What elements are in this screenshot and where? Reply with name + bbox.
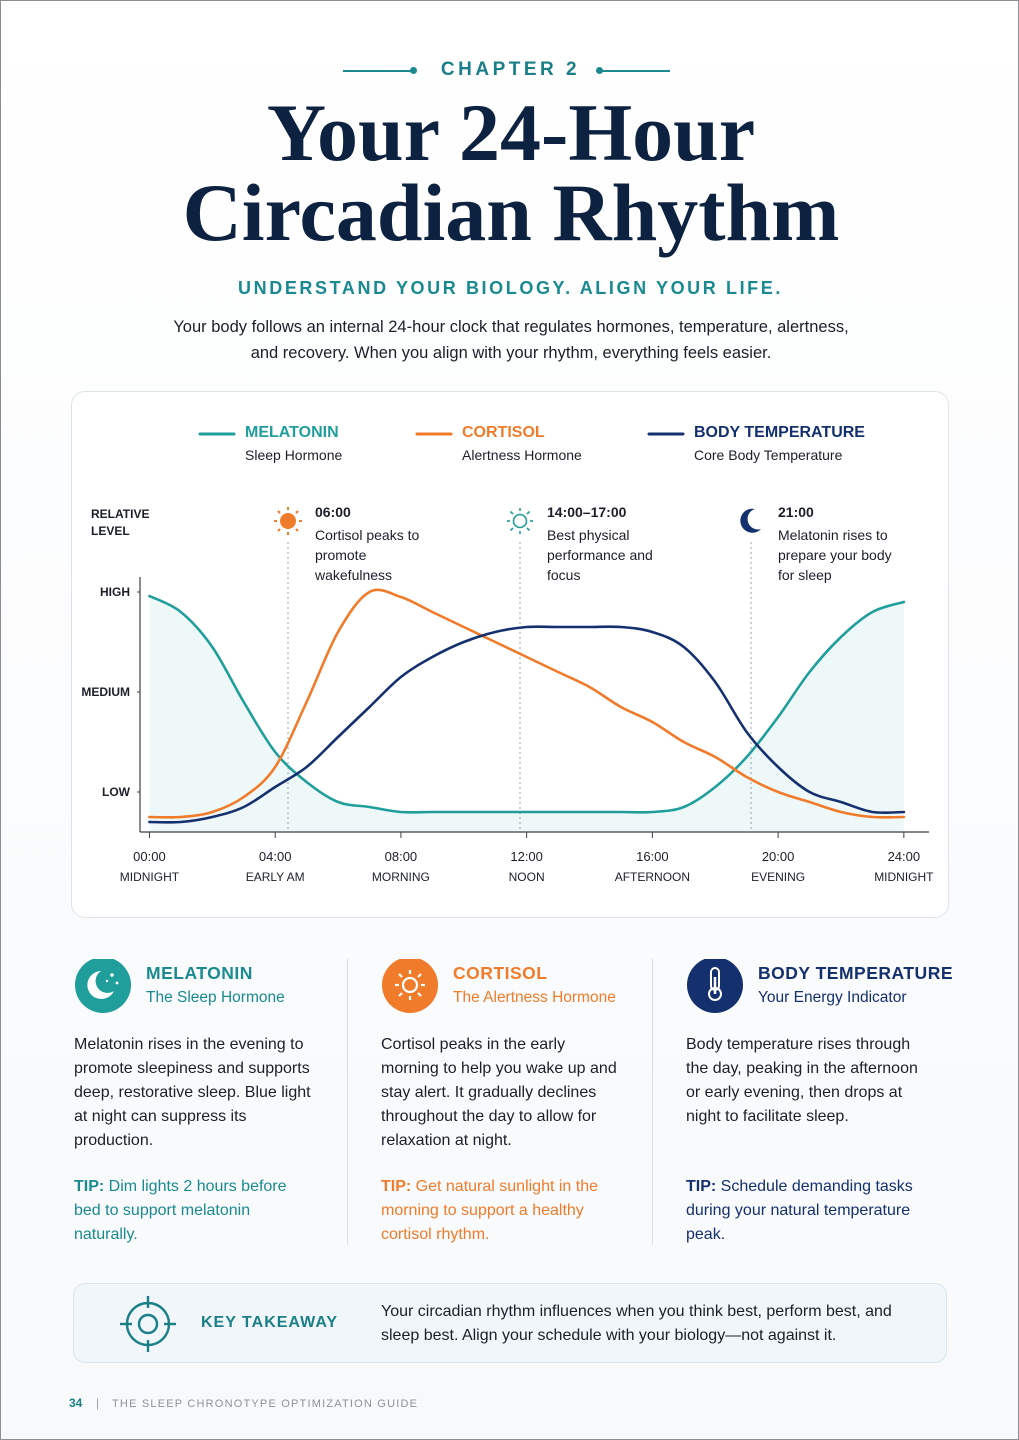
card-body: Cortisol peaks in the early morning to h… <box>381 1036 617 1149</box>
sun-icon <box>274 507 302 535</box>
card-tip: TIP: Schedule demanding tasks during you… <box>686 1175 921 1247</box>
divider <box>347 959 348 1245</box>
chart: LOW MEDIUM HIGH 00:00 MIDNIGHT 04:00 EARLY AM 0… <box>81 432 934 884</box>
chart-card: LOW MEDIUM HIGH 00:00 MIDNIGHT 04:00 EARLY AM 0… <box>71 391 949 918</box>
sun-badge <box>382 959 438 1013</box>
x-tick-label: 04:00 <box>259 849 292 864</box>
moon-badge <box>75 959 131 1013</box>
annotation-text: Cortisol peaks to promote wakefulness <box>315 527 420 583</box>
legend-name: MELATONIN <box>245 424 339 441</box>
card-subtitle: Your Energy Indicator <box>758 989 907 1006</box>
annotation-time: 14:00–17:00 <box>547 504 627 520</box>
legend-subtitle: Alertness Hormone <box>462 447 582 463</box>
target-icon <box>120 1296 176 1352</box>
rule <box>598 70 670 72</box>
legend-entry: BODY TEMPERATURE Core Body Temperature <box>694 424 865 463</box>
tip-label: TIP: <box>686 1178 717 1195</box>
tip-text: Schedule demanding tasks during your nat… <box>686 1178 913 1243</box>
annotation-icons <box>274 507 761 535</box>
book-title: THE SLEEP CHRONOTYPE OPTIMIZATION GUIDE <box>112 1398 419 1410</box>
annotation-time: 06:00 <box>315 504 351 520</box>
rule-dot <box>410 67 417 74</box>
chapter-label: CHAPTER 2 <box>440 59 581 80</box>
x-tick-period: MIDNIGHT <box>874 870 934 884</box>
annotation: 14:00–17:00 Best physical performance and… <box>547 504 665 585</box>
intro: Your body follows an internal 24-hour cl… <box>173 318 849 362</box>
divider <box>652 959 653 1245</box>
footer-separator: | <box>96 1396 100 1410</box>
annotation: 06:00 Cortisol peaks to promote wakefulne… <box>315 504 433 585</box>
y-tick-label: MEDIUM <box>81 685 130 699</box>
tip-label: TIP: <box>74 1178 105 1195</box>
sun-outline-icon <box>507 508 533 534</box>
x-tick-period: NOON <box>509 870 545 884</box>
card-body: Body temperature rises through the day, … <box>686 1036 918 1125</box>
card-tip: TIP: Dim lights 2 hours before bed to su… <box>74 1175 309 1247</box>
legend-entry: CORTISOL Alertness Hormone <box>462 424 582 463</box>
thermometer-badge <box>687 959 743 1013</box>
card-title: MELATONIN <box>146 963 253 983</box>
x-tick-label: 08:00 <box>385 849 418 864</box>
moon-icon <box>740 508 761 533</box>
card-title: CORTISOL <box>453 963 548 983</box>
y-axis-label: RELATIVE LEVEL <box>91 507 150 538</box>
legend-name: BODY TEMPERATURE <box>694 424 865 441</box>
x-tick-period: MIDNIGHT <box>120 870 180 884</box>
tip-text: Get natural sunlight in the morning to s… <box>381 1178 599 1243</box>
y-tick-label: LOW <box>102 785 131 799</box>
x-tick-period: EVENING <box>751 870 805 884</box>
x-tick-period: AFTERNOON <box>615 870 690 884</box>
rule <box>343 70 415 72</box>
x-tick-label: 16:00 <box>636 849 669 864</box>
x-tick-label: 24:00 <box>888 849 921 864</box>
page-title: Your 24-Hour Circadian Rhythm <box>182 87 840 258</box>
card-subtitle: The Sleep Hormone <box>146 989 285 1006</box>
annotation-text: Best physical performance and focus <box>547 527 653 583</box>
line <box>148 588 906 819</box>
x-tick-label: 20:00 <box>762 849 795 864</box>
line <box>148 594 906 814</box>
line <box>148 625 906 824</box>
annotation-time: 21:00 <box>778 504 814 520</box>
card-body: Melatonin rises in the evening to promot… <box>74 1036 311 1149</box>
x-tick-label: 12:00 <box>510 849 543 864</box>
tip-label: TIP: <box>381 1178 412 1195</box>
takeaway-text: Your circadian rhythm influences when yo… <box>381 1303 892 1344</box>
y-tick-label: HIGH <box>100 585 130 599</box>
card-tip: TIP: Get natural sunlight in the morning… <box>381 1175 616 1247</box>
takeaway-box: KEY TAKEAWAY Your circadian rhythm influ… <box>73 1283 947 1363</box>
annotation-text: Melatonin rises to prepare your body for… <box>778 527 892 583</box>
tip-text: Dim lights 2 hours before bed to support… <box>74 1178 287 1243</box>
legend-subtitle: Sleep Hormone <box>245 447 343 463</box>
card-subtitle: The Alertness Hormone <box>453 989 616 1006</box>
annotation: 21:00 Melatonin rises to prepare your bod… <box>778 504 896 585</box>
x-tick-period: EARLY AM <box>246 870 305 884</box>
page-subtitle: UNDERSTAND YOUR BIOLOGY. ALIGN YOUR LIFE… <box>238 278 783 298</box>
legend-subtitle: Core Body Temperature <box>694 447 843 463</box>
legend-name: CORTISOL <box>462 424 545 441</box>
page-number: 34 <box>69 1396 83 1410</box>
x-tick-label: 00:00 <box>133 849 166 864</box>
card-title: BODY TEMPERATURE <box>758 963 954 983</box>
legend-entry: MELATONIN Sleep Hormone <box>245 424 342 463</box>
takeaway-label: KEY TAKEAWAY <box>201 1314 339 1331</box>
x-tick-period: MORNING <box>372 870 430 884</box>
